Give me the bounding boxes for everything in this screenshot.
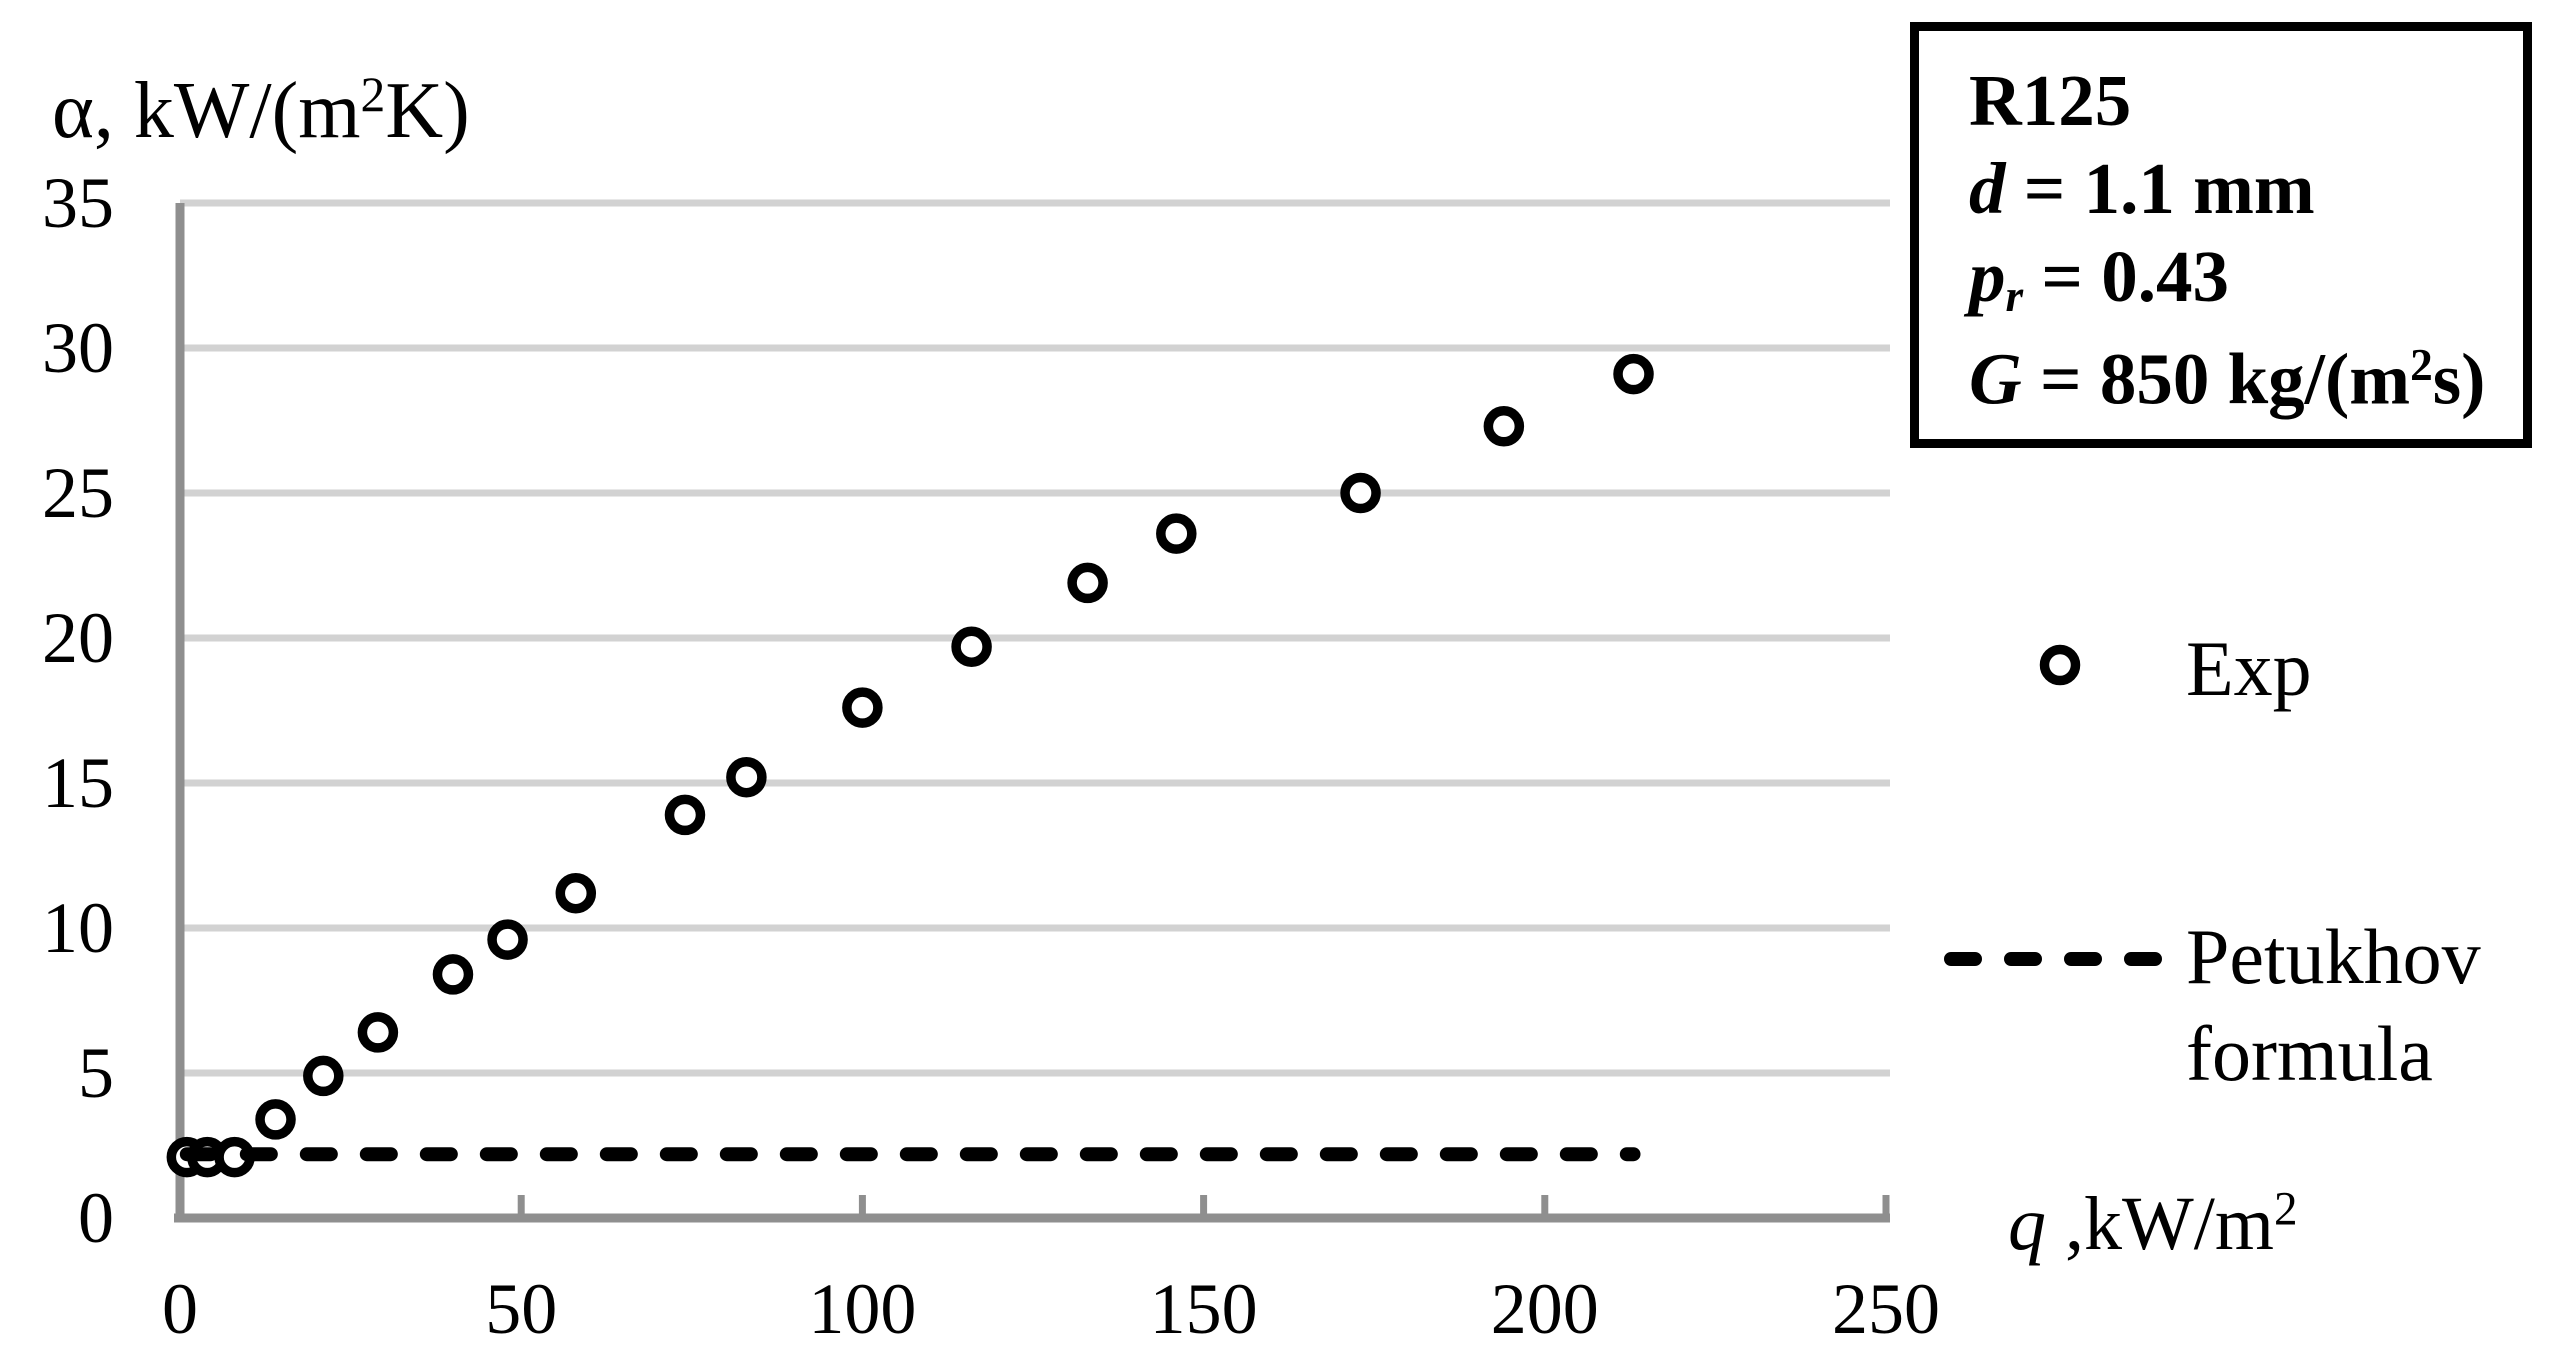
data-point-exp-16: [1483, 406, 1525, 447]
data-point-exp-7: [487, 919, 528, 960]
data-point-exp-15: [1340, 472, 1381, 514]
text-segment: K): [385, 66, 470, 155]
data-point-exp-6: [432, 954, 474, 995]
text-segment: = 1.1 mm: [2005, 148, 2315, 229]
y-tick-label-0: 0: [78, 1178, 114, 1258]
y-tick-label-5: 5: [78, 1033, 114, 1113]
parameter-annotation-box: R125 d = 1.1 mm pr = 0.43 G = 850 kg/(m2…: [1910, 22, 2532, 448]
x-axis-title: q ,kW/m2: [2008, 1186, 2298, 1262]
text-segment: = 850 kg/(m: [2021, 338, 2411, 420]
y-tick-label-20: 20: [42, 598, 114, 678]
data-point-exp-4: [303, 1055, 344, 1097]
text-segment: 2: [360, 67, 386, 122]
data-point-exp-17: [1613, 353, 1654, 395]
text-segment: 2: [2273, 1183, 2298, 1236]
data-point-exp-3: [255, 1099, 296, 1140]
text-segment: ,kW/m: [2046, 1182, 2274, 1266]
text-segment: R125: [1969, 60, 2132, 141]
param-line-diameter: d = 1.1 mm: [1969, 145, 2523, 233]
y-tick-label-15: 15: [42, 743, 114, 823]
text-segment: = 0.43: [2023, 236, 2229, 317]
legend-label-petukhov-line2: formula: [2186, 1010, 2433, 1097]
legend-label-petukhov: Petukhov formula: [2186, 908, 2481, 1102]
y-tick-label-30: 30: [42, 308, 114, 388]
y-tick-label-25: 25: [42, 453, 114, 533]
text-segment: α, kW/(m: [52, 66, 361, 155]
data-point-exp-10: [726, 756, 767, 798]
y-tick-label-35: 35: [42, 163, 114, 243]
text-segment: s): [2432, 338, 2486, 420]
legend-label-petukhov-line1: Petukhov: [2186, 913, 2481, 1000]
data-point-exp-11: [842, 687, 883, 728]
data-point-exp-5: [357, 1012, 399, 1053]
param-line-mass-flux: G = 850 kg/(m2s): [1969, 321, 2523, 420]
data-point-exp-14: [1156, 513, 1197, 554]
x-tick-label-50: 50: [485, 1269, 557, 1349]
text-segment: p: [1969, 236, 2006, 317]
y-axis-title: α, kW/(m2K): [52, 70, 470, 151]
data-point-exp-13: [1067, 562, 1108, 604]
legend-label-exp: Exp: [2186, 625, 2312, 712]
x-tick-label-200: 200: [1491, 1269, 1599, 1349]
text-segment: r: [2005, 270, 2024, 321]
text-segment: G: [1969, 338, 2022, 420]
x-tick-label-100: 100: [808, 1269, 916, 1349]
param-line-fluid: R125: [1969, 57, 2523, 145]
data-point-exp-8: [555, 872, 597, 914]
param-line-reduced-pressure: pr = 0.43: [1969, 233, 2523, 321]
data-point-exp-9: [664, 794, 706, 836]
data-point-exp-12: [951, 626, 992, 667]
x-tick-label-150: 150: [1150, 1269, 1258, 1349]
text-segment: q: [2008, 1182, 2046, 1266]
x-tick-label-0: 0: [162, 1269, 198, 1349]
legend-exp-marker-icon: [2039, 644, 2081, 686]
x-tick-label-250: 250: [1832, 1269, 1940, 1349]
text-segment: 2: [2410, 340, 2433, 390]
y-tick-label-10: 10: [42, 888, 114, 968]
text-segment: d: [1969, 148, 2006, 229]
